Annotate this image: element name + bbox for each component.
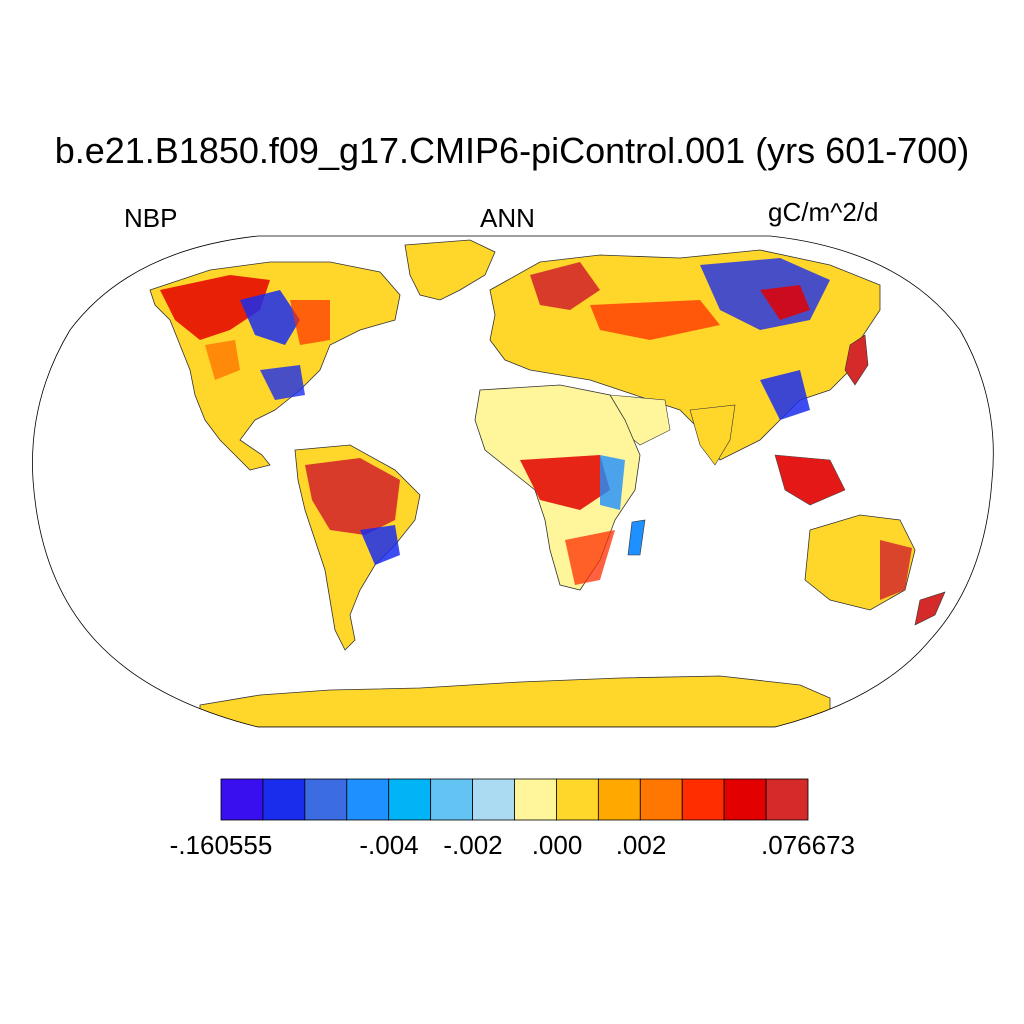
hudson-red-patch [290,300,330,345]
colorbar-box [597,778,641,821]
us-east-blue-patch [260,365,305,400]
greenland-landmass [404,239,496,301]
colorbar-tick: -.004 [359,830,419,860]
canada-blue-patch [240,290,300,345]
new-zealand-landmass [914,591,946,626]
map-title: b.e21.B1850.f09_g17.CMIP6-piControl.001 … [54,130,970,171]
madagascar-landmass [627,519,646,556]
us-west-red-patch [205,340,240,380]
colorbar-tick: .002 [615,830,667,860]
east-africa-blue-patch [600,455,625,510]
season-label: ANN [480,203,535,233]
colorbar-box [472,778,515,821]
canada-red-patch [160,275,270,340]
colorbar-box [765,778,809,821]
china-blue-patch [760,370,810,420]
colorbar-box [430,778,473,821]
colorbar-tick-max: .076673 [761,830,855,860]
brazil-blue-patch [360,525,400,565]
colorbar-box [304,778,348,821]
variable-label: NBP [124,203,178,233]
scandinavia-red-patch [530,262,600,310]
globe-outline [32,235,994,728]
colorbar-tick: -.002 [443,830,503,860]
colorbar-box [220,778,264,821]
colorbar-tick: .000 [531,830,583,860]
colorbar-box [262,778,306,821]
colorbar-box [723,778,767,821]
amazon-red-patch [305,458,400,535]
colorbar-box [388,778,432,821]
siberia-red-patch [760,285,810,320]
antarctica-landmass [199,675,831,727]
russia-red-band [590,300,720,340]
colorbar-tick-min: -.160555 [169,830,273,860]
colorbar-box [639,778,683,821]
colorbar-box [346,778,390,821]
india-landmass [689,404,736,466]
japan-landmass [844,334,869,386]
se-asia-landmass [774,454,846,506]
colorbar-box [681,778,725,821]
south-africa-red-patch [565,530,615,585]
central-africa-red-patch [520,455,610,510]
colorbar-box [556,778,599,821]
units-label: gC/m^2/d [768,197,879,227]
australia-east-red-patch [880,540,912,600]
colorbar-box [514,778,557,821]
